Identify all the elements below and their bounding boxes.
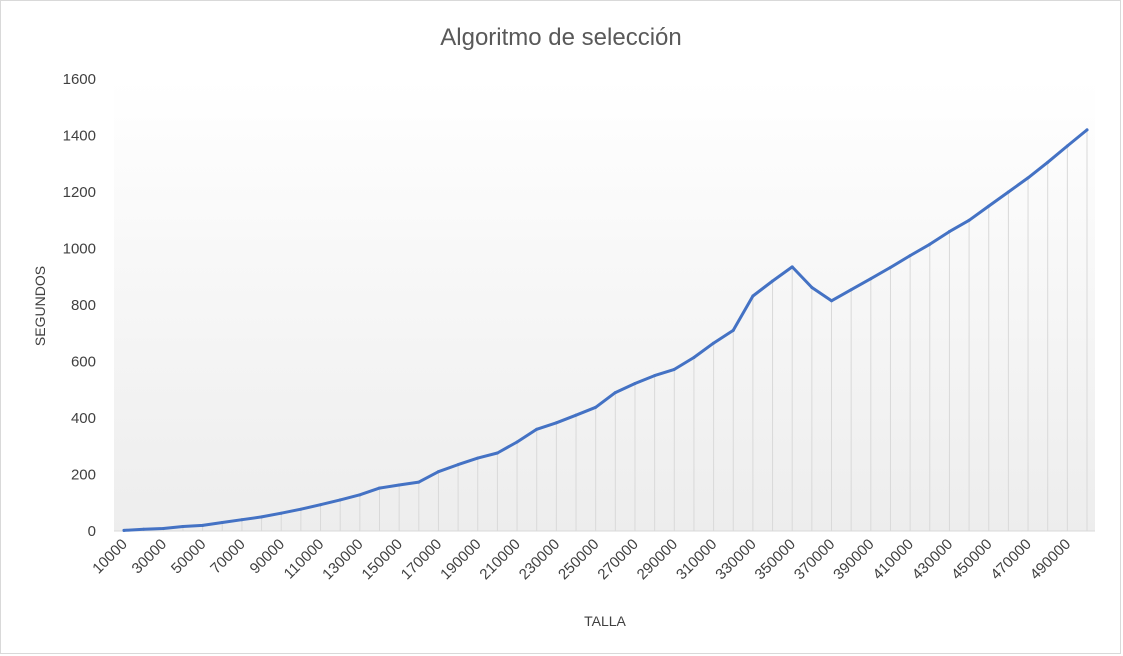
data-point (142, 527, 146, 531)
data-point (358, 493, 362, 497)
x-tick-label: 370000 (791, 536, 838, 583)
data-point (338, 498, 342, 502)
y-tick-label: 800 (71, 297, 96, 314)
data-point (574, 413, 578, 417)
data-point (771, 279, 775, 283)
data-point (397, 483, 401, 487)
y-tick-label: 1400 (63, 128, 96, 145)
data-point (692, 356, 696, 360)
data-point (279, 511, 283, 515)
data-point (810, 285, 814, 289)
data-point (319, 503, 323, 507)
y-axis-title: SEGUNDOS (32, 266, 48, 346)
data-point (653, 374, 657, 378)
x-tick-label: 30000 (129, 536, 171, 578)
x-tick-label: 310000 (673, 536, 720, 583)
x-tick-label: 490000 (1027, 536, 1074, 583)
data-point (633, 382, 637, 386)
data-point (201, 523, 205, 527)
x-tick-label: 250000 (555, 536, 602, 583)
series-group (122, 128, 1089, 532)
data-point (1065, 144, 1069, 148)
data-point (299, 507, 303, 511)
x-tick-label: 270000 (594, 536, 641, 583)
y-tick-label: 200 (71, 467, 96, 484)
data-point (161, 526, 165, 530)
y-tick-label: 400 (71, 410, 96, 427)
data-point (987, 204, 991, 208)
data-point (220, 521, 224, 525)
data-point (1085, 128, 1089, 132)
plot-area (114, 79, 1095, 531)
drop-lines (123, 129, 1088, 531)
x-tick-label: 450000 (948, 536, 995, 583)
data-point (967, 218, 971, 222)
data-point (417, 480, 421, 484)
data-point (554, 421, 558, 425)
y-axis-tick-labels: 0 200 400 600 800 1000 1200 1400 1600 (63, 71, 96, 540)
y-tick-label: 1000 (63, 241, 96, 258)
x-tick-label: 130000 (319, 536, 366, 583)
data-point (888, 265, 892, 269)
data-point (947, 230, 951, 234)
x-tick-label: 70000 (207, 536, 249, 578)
data-point (790, 265, 794, 269)
data-point (869, 277, 873, 281)
data-point (476, 456, 480, 460)
x-tick-label: 50000 (168, 536, 210, 578)
data-point (535, 427, 539, 431)
x-tick-label: 210000 (476, 536, 523, 583)
x-tick-label: 150000 (359, 536, 406, 583)
data-point (849, 288, 853, 292)
x-tick-label: 10000 (89, 536, 131, 578)
chart-title: Algoritmo de selección (440, 24, 681, 51)
data-point (731, 328, 735, 332)
x-tick-label: 430000 (909, 536, 956, 583)
data-point (1026, 176, 1030, 180)
x-tick-label: 170000 (398, 536, 445, 583)
data-point (613, 391, 617, 395)
data-point (1046, 160, 1050, 164)
data-point (751, 294, 755, 298)
data-point (260, 515, 264, 519)
x-axis-tick-labels: 1000030000500007000090000110000130000150… (89, 536, 1074, 583)
data-point (181, 524, 185, 528)
y-tick-label: 1200 (63, 184, 96, 201)
data-point (122, 528, 126, 532)
data-point (908, 254, 912, 258)
data-point (830, 299, 834, 303)
data-point (672, 367, 676, 371)
x-tick-label: 410000 (870, 536, 917, 583)
data-point (495, 451, 499, 455)
y-tick-label: 0 (88, 523, 96, 540)
data-point (712, 341, 716, 345)
x-tick-label: 350000 (752, 536, 799, 583)
y-tick-label: 1600 (63, 71, 96, 88)
x-tick-label: 470000 (987, 536, 1034, 583)
data-point (456, 463, 460, 467)
data-point (1006, 190, 1010, 194)
x-tick-label: 290000 (634, 536, 681, 583)
y-tick-label: 600 (71, 354, 96, 371)
data-point (594, 405, 598, 409)
x-tick-label: 330000 (712, 536, 759, 583)
data-point (928, 242, 932, 246)
x-tick-label: 390000 (830, 536, 877, 583)
data-point (377, 486, 381, 490)
series-line (122, 128, 1089, 532)
x-tick-label: 110000 (281, 536, 328, 583)
data-point (436, 470, 440, 474)
x-tick-label: 230000 (516, 536, 563, 583)
data-point (240, 518, 244, 522)
x-axis-title: TALLA (584, 613, 626, 629)
data-point (515, 440, 519, 444)
x-tick-label: 190000 (437, 536, 484, 583)
